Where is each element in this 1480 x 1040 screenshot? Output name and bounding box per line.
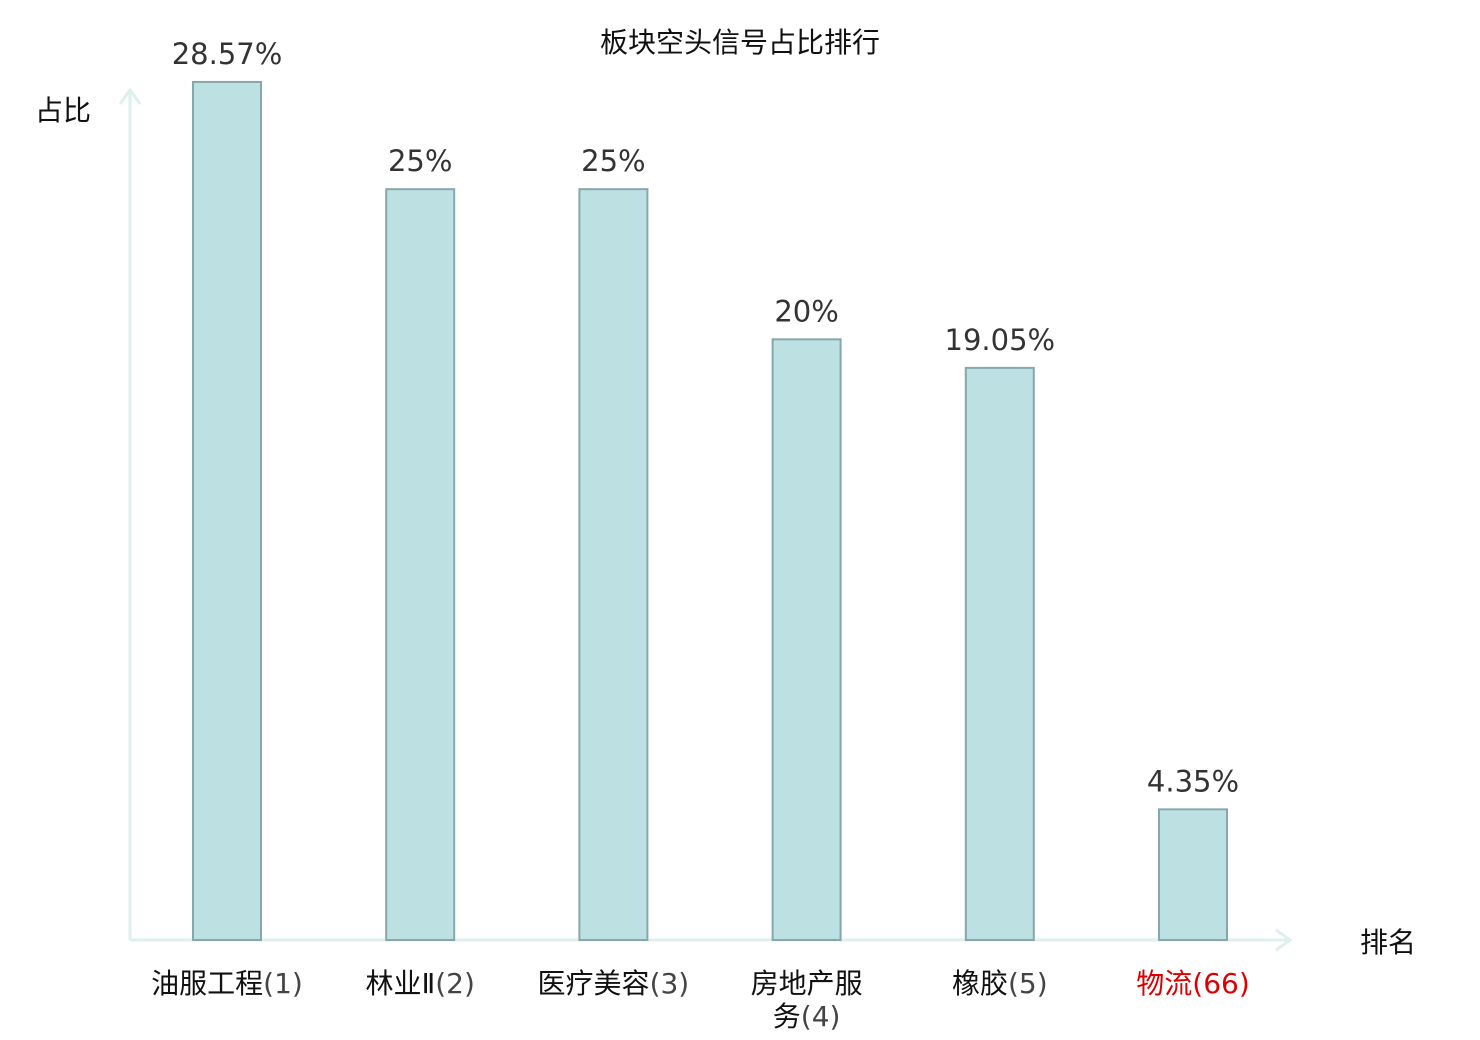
category-label-6: 物流(66) bbox=[1136, 967, 1250, 1000]
bar-3 bbox=[578, 188, 649, 941]
chart-title: 板块空头信号占比排行 bbox=[600, 26, 880, 59]
category-label-5: 橡胶(5) bbox=[952, 967, 1048, 1000]
x-axis: 排名 bbox=[130, 926, 1416, 959]
y-axis-label: 占比 bbox=[35, 94, 91, 127]
x-axis-label: 排名 bbox=[1360, 926, 1416, 959]
bars-group bbox=[192, 80, 1228, 942]
value-label-2: 25% bbox=[388, 144, 452, 178]
value-labels-group: 28.57% 25% 25% 20% 19.05% 4.35% bbox=[172, 37, 1239, 798]
bar-2 bbox=[385, 188, 456, 941]
value-label-1: 28.57% bbox=[172, 37, 283, 71]
category-label-1: 油服工程(1) bbox=[151, 967, 303, 1000]
category-label-3: 医疗美容(3) bbox=[538, 967, 690, 1000]
x-axis-line bbox=[130, 928, 1293, 952]
value-label-3: 25% bbox=[581, 144, 645, 178]
category-label-2: 林业Ⅱ(2) bbox=[365, 967, 474, 1000]
bar-1 bbox=[192, 80, 262, 941]
value-label-4: 20% bbox=[774, 294, 838, 328]
bar-6 bbox=[1158, 808, 1228, 941]
y-axis-line bbox=[118, 87, 142, 940]
y-axis: 占比 bbox=[35, 87, 142, 940]
bar-5 bbox=[964, 366, 1035, 941]
category-label-4: 房地产服务(4) bbox=[751, 967, 863, 1033]
bar-4 bbox=[771, 338, 842, 942]
category-labels-group: 油服工程(1) 林业Ⅱ(2) 医疗美容(3) 房地产服务(4) 橡胶(5) 物流(66) bbox=[151, 967, 1250, 1033]
value-label-5: 19.05% bbox=[945, 323, 1056, 357]
value-label-6: 4.35% bbox=[1147, 764, 1239, 798]
